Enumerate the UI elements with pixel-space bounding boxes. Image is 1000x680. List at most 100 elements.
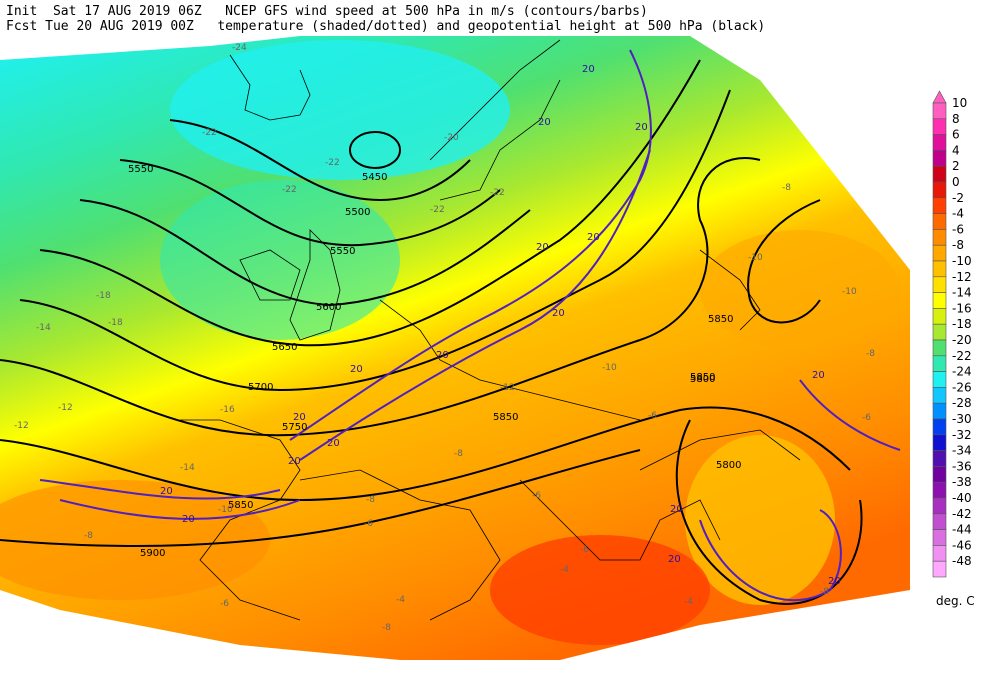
colorbar-swatch: [932, 560, 947, 578]
colorbar-swatch: [932, 134, 947, 151]
coastlines: [180, 39, 801, 621]
colorbar-label: -20: [952, 333, 972, 347]
temp-label: -18: [108, 318, 123, 328]
colorbar-label: -34: [952, 444, 972, 458]
height-label: 5800: [690, 374, 715, 385]
colorbar-swatch: [932, 387, 947, 404]
colorbar-label: -22: [952, 349, 972, 363]
temp-label: -4: [560, 565, 569, 575]
wind-label: 20: [293, 412, 306, 423]
temp-label: -10: [602, 363, 617, 373]
wind-label: 20: [587, 232, 600, 243]
colorbar-label: 0: [952, 175, 960, 189]
wind-label: 20: [828, 576, 841, 587]
colorbar-label: -40: [952, 491, 972, 505]
wind-label: 20: [436, 350, 449, 361]
colorbar-swatch: [932, 418, 947, 436]
colorbar-swatch: [932, 181, 947, 199]
temp-label: -18: [96, 291, 111, 301]
temp-label: -22: [282, 185, 297, 195]
colorbar-unit: deg. C: [936, 594, 975, 608]
colorbar-swatch: [932, 292, 947, 309]
temp-label: -10: [748, 253, 763, 263]
colorbar-label: -36: [952, 459, 972, 473]
colorbar-swatch: [932, 450, 947, 467]
height-label: 5700: [248, 382, 273, 393]
colorbar-label: -32: [952, 428, 972, 442]
colorbar-swatch: [932, 260, 947, 278]
wind-label: 20: [582, 64, 595, 75]
product-subtitle: temperature (shaded/dotted) and geopoten…: [217, 19, 766, 34]
height-label: 5500: [345, 207, 370, 218]
temp-label: -20: [444, 133, 459, 143]
height-label: 5650: [272, 342, 297, 353]
temp-label: -8: [782, 183, 791, 193]
temp-label: -8: [382, 623, 391, 633]
colorbar-swatch: [932, 213, 947, 230]
wind-label: 20: [552, 308, 565, 319]
temp-label: -10: [218, 505, 233, 515]
wind-contours: [39, 49, 901, 602]
colorbar-label: -10: [952, 254, 972, 268]
colorbar-label: -48: [952, 554, 972, 568]
temp-label: -12: [14, 421, 29, 431]
colorbar-swatch: [932, 197, 947, 214]
wind-label: 20: [327, 438, 340, 449]
colorbar: 1086420-2-4-6-8-10-12-14-16-18-20-22-24-…: [932, 90, 972, 578]
colorbar-swatch: [932, 466, 947, 483]
colorbar-swatch: [932, 355, 947, 372]
temp-label: -6: [862, 413, 871, 423]
colorbar-label: 8: [952, 112, 960, 126]
colorbar-swatch: [932, 434, 947, 451]
colorbar-swatch: [932, 229, 947, 246]
colorbar-swatch: [932, 529, 947, 546]
temp-label: -22: [202, 128, 217, 138]
colorbar-label: -42: [952, 507, 972, 521]
height-label: 5550: [128, 164, 153, 175]
temp-label: -8: [454, 449, 463, 459]
colorbar-swatch: [932, 323, 947, 341]
colorbar-swatch: [932, 118, 947, 135]
temp-label: -22: [490, 188, 505, 198]
colorbar-swatch: [932, 102, 947, 120]
colorbar-label: -18: [952, 317, 972, 331]
height-contours: [0, 59, 863, 605]
colorbar-label: -14: [952, 286, 972, 300]
temp-label: -10: [842, 287, 857, 297]
temp-label: -22: [325, 158, 340, 168]
colorbar-swatch: [932, 497, 947, 515]
wind-label: 20: [182, 514, 195, 525]
temp-label: -4: [684, 597, 693, 607]
height-label: 5450: [362, 172, 387, 183]
temp-label: -6: [364, 519, 373, 529]
wind-label: 20: [350, 364, 363, 375]
colorbar-label: -6: [952, 222, 964, 236]
colorbar-swatch: [932, 244, 947, 262]
wind-label: 20: [670, 504, 683, 515]
colorbar-label: 6: [952, 128, 960, 142]
wind-label: 20: [160, 486, 173, 497]
temperature-label-group: -24 -22 -22 -22 -22 -22 -20 -18 -18 -16 …: [14, 43, 875, 633]
colorbar-label: -8: [952, 238, 964, 252]
colorbar-arrow: [932, 90, 947, 104]
colorbar-swatch: [932, 276, 947, 293]
wind-label-group: 20 20 20 20 20 20 20 20 20 20 20 20 20 2…: [160, 64, 841, 587]
temp-label: -16: [220, 405, 235, 415]
colorbar-swatch: [932, 371, 947, 388]
temp-label: -22: [430, 205, 445, 215]
colorbar-label: -4: [952, 207, 964, 221]
height-label-group: 5450 5500 5550 5550 5600 5650 5700 5750 …: [128, 164, 741, 559]
colorbar-swatch: [932, 545, 947, 562]
colorbar-swatch: [932, 165, 947, 183]
height-label: 5750: [282, 422, 307, 433]
colorbar-label: -30: [952, 412, 972, 426]
colorbar-label: -12: [952, 270, 972, 284]
wind-label: 20: [668, 554, 681, 565]
header-line-1: Init Sat 17 AUG 2019 06Z NCEP GFS wind s…: [6, 4, 648, 19]
height-label: 5850: [493, 412, 518, 423]
colorbar-label: -44: [952, 523, 972, 537]
colorbar-swatch: [932, 308, 947, 325]
forecast-time: Fcst Tue 20 AUG 2019 00Z: [6, 19, 194, 34]
temp-label: -8: [84, 531, 93, 541]
